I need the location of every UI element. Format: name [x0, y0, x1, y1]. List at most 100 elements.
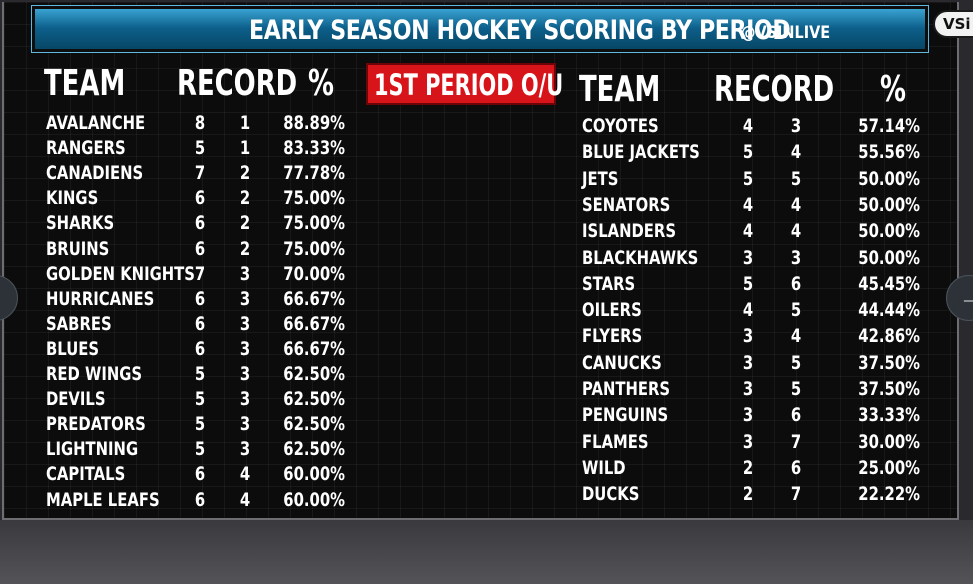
team-name: WILD: [582, 456, 626, 479]
table-row: RANGERS 5 1 83.33%: [0, 136, 973, 160]
first-period-badge: 1ST PERIOD O/U: [366, 63, 563, 105]
losses: 4: [790, 141, 802, 164]
percentage: 55.56%: [858, 141, 920, 164]
percentage: 22.22%: [858, 483, 920, 506]
vsin-logo: VSi: [933, 10, 973, 38]
percentage: 50.00%: [858, 246, 920, 269]
table-row: SHARKS 6 2 75.00%: [0, 211, 973, 235]
right-header-record: RECORD: [714, 69, 835, 110]
table-row: BLUES 6 3 66.67%: [0, 337, 973, 361]
percentage: 33.33%: [858, 404, 920, 427]
team-name: BLACKHAWKS: [582, 246, 699, 269]
banner-title: EARLY SEASON HOCKEY SCORING BY PERIOD: [249, 15, 791, 46]
table-row: CAPITALS 6 4 60.00%: [0, 462, 973, 486]
team-name: RANGERS: [46, 137, 126, 160]
wins: 5: [194, 413, 206, 436]
team-name: HURRICANES: [46, 287, 155, 310]
team-name: OILERS: [582, 299, 642, 322]
losses: 2: [239, 162, 251, 185]
table-row: BLACKHAWKS 3 3 50.00%: [0, 246, 973, 270]
floor-background: [0, 520, 973, 584]
percentage: 50.00%: [858, 167, 920, 190]
wins: 6: [194, 337, 206, 360]
wins: 5: [194, 438, 206, 461]
losses: 1: [239, 137, 251, 160]
wins: 6: [194, 287, 206, 310]
percentage: 75.00%: [283, 187, 345, 210]
percentage: 77.78%: [283, 162, 345, 185]
banner-handle: @VSINLIVE: [741, 23, 831, 43]
wins: 3: [742, 378, 754, 400]
table-row: PREDATORS 5 3 62.50%: [0, 412, 973, 436]
table-row: CANADIENS 7 2 77.78%: [0, 161, 973, 185]
table-row: SENATORS 4 4 50.00%: [0, 193, 973, 217]
table-row: BLUE JACKETS 5 4 55.56%: [0, 140, 973, 164]
percentage: 42.86%: [858, 325, 920, 348]
team-name: CANUCKS: [582, 351, 662, 374]
losses: 2: [239, 187, 251, 210]
logo-text: VSi: [943, 15, 971, 33]
losses: 6: [790, 272, 802, 295]
wins: 3: [742, 325, 754, 348]
wins: 5: [742, 167, 754, 190]
losses: 3: [239, 287, 251, 310]
wins: 2: [742, 483, 754, 506]
wins: 3: [742, 351, 754, 374]
table-row: LIGHTNING 5 3 62.50%: [0, 437, 973, 461]
wins: 3: [742, 430, 754, 453]
team-name: PREDATORS: [46, 413, 146, 436]
wins: 7: [194, 262, 206, 285]
losses: 3: [790, 246, 802, 269]
percentage: 60.00%: [283, 488, 345, 511]
percentage: 44.44%: [858, 299, 920, 322]
table-row: DUCKS 2 7 22.22%: [0, 482, 973, 506]
percentage: 57.14%: [858, 115, 920, 137]
percentage: 50.00%: [858, 220, 920, 243]
table-row: JETS 5 5 50.00%: [0, 167, 973, 191]
percentage: 62.50%: [283, 388, 345, 411]
wins: 3: [742, 404, 754, 427]
table-row: DEVILS 5 3 62.50%: [0, 387, 973, 411]
table-row: OILERS 4 5 44.44%: [0, 298, 973, 322]
wins: 4: [742, 115, 754, 137]
percentage: 62.50%: [283, 438, 345, 461]
wins: 7: [194, 162, 206, 185]
wins: 5: [742, 272, 754, 295]
percentage: 75.00%: [283, 212, 345, 235]
losses: 3: [239, 438, 251, 461]
table-row: COYOTES 4 3 57.14%: [0, 114, 973, 138]
percentage: 83.33%: [283, 137, 345, 160]
team-name: FLYERS: [582, 325, 643, 348]
table-row: STARS 5 6 45.45%: [0, 272, 973, 296]
team-name: PANTHERS: [582, 378, 671, 400]
team-name: DUCKS: [582, 483, 640, 506]
percentage: 66.67%: [283, 337, 345, 360]
table-row: RED WINGS 5 3 62.50%: [0, 362, 973, 386]
team-name: JETS: [582, 167, 619, 190]
losses: 4: [239, 463, 251, 486]
losses: 5: [790, 299, 802, 322]
team-name: MAPLE LEAFS: [46, 488, 160, 511]
team-name: GOLDEN KNIGHTS: [46, 262, 195, 285]
percentage: 60.00%: [283, 463, 345, 486]
team-name: PENGUINS: [582, 404, 669, 427]
table-row: WILD 2 6 25.00%: [0, 456, 973, 480]
wins: 2: [742, 456, 754, 479]
table-row: KINGS 6 2 75.00%: [0, 186, 973, 210]
wins: 4: [742, 299, 754, 322]
team-name: SABRES: [46, 312, 112, 335]
losses: 3: [790, 115, 802, 137]
table-row: ISLANDERS 4 4 50.00%: [0, 219, 973, 243]
table-row: PENGUINS 3 6 33.33%: [0, 403, 973, 427]
losses: 5: [790, 167, 802, 190]
losses: 5: [790, 351, 802, 374]
wins: 8: [194, 112, 206, 134]
badge-label: 1ST PERIOD O/U: [374, 68, 564, 102]
losses: 7: [790, 483, 802, 506]
wins: 5: [194, 363, 206, 385]
losses: 2: [239, 212, 251, 235]
team-name: RED WINGS: [46, 363, 143, 385]
losses: 4: [790, 220, 802, 243]
left-header-pct: %: [308, 63, 334, 104]
table-row: BRUINS 6 2 75.00%: [0, 237, 973, 261]
